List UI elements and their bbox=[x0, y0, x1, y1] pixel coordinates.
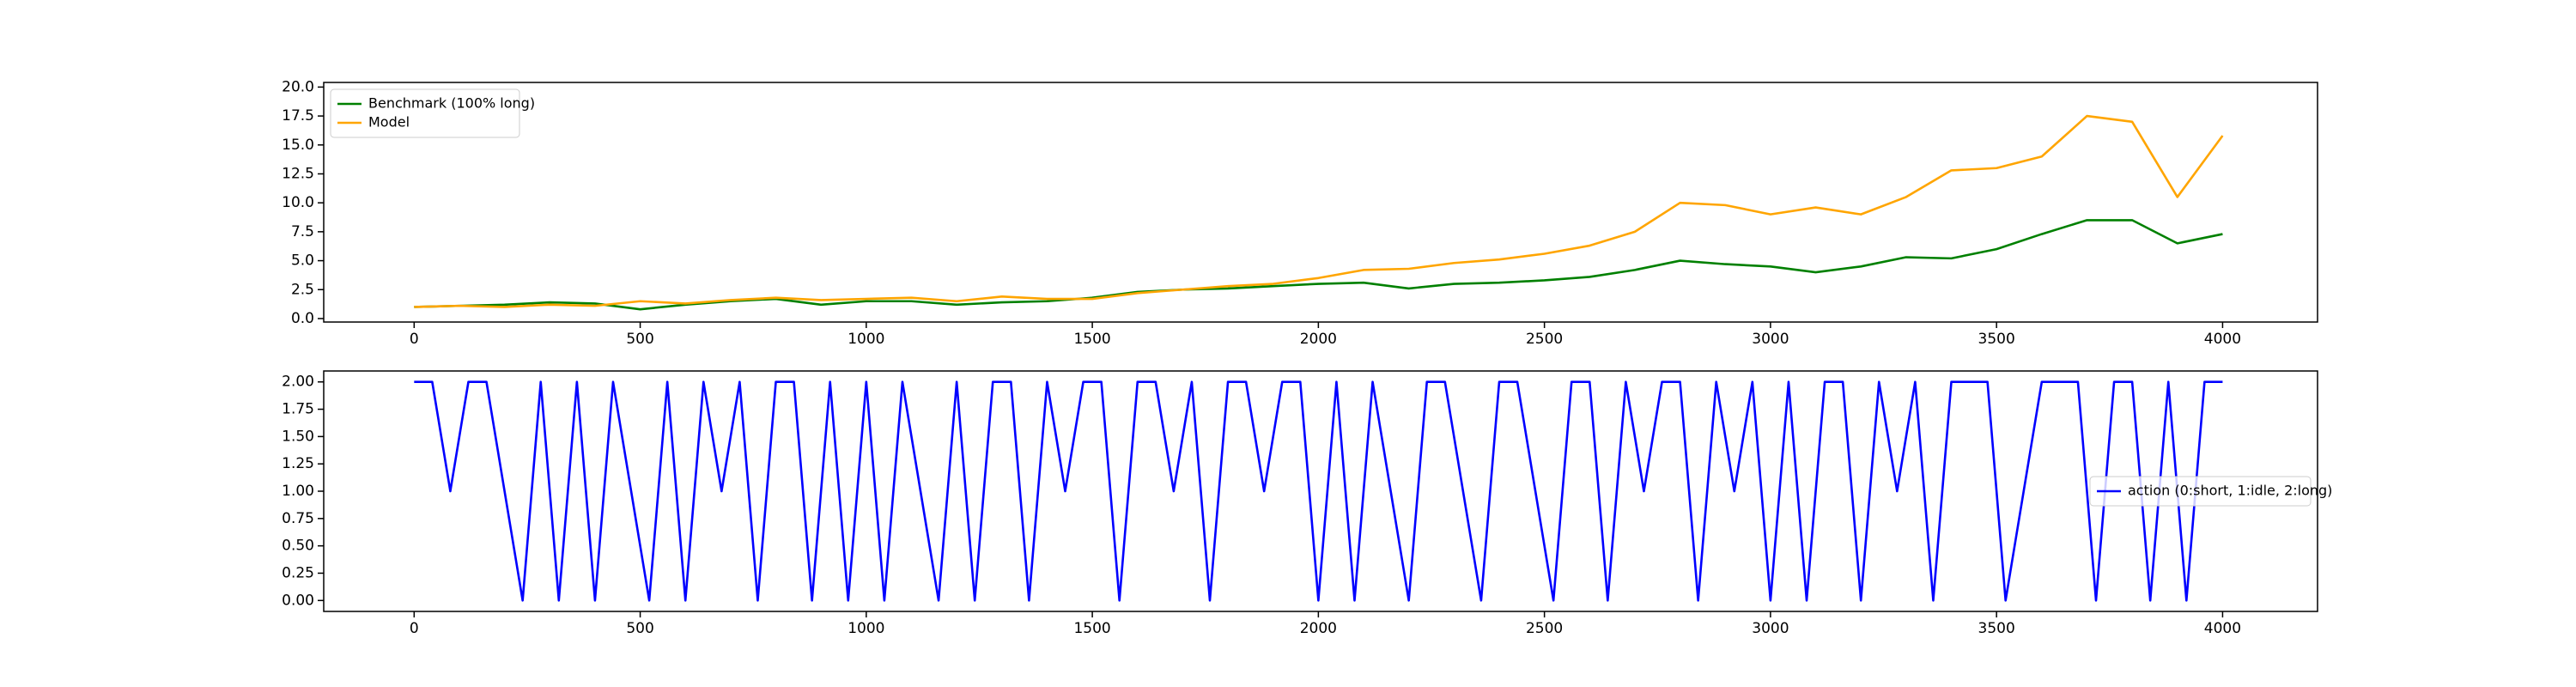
y-tick-label: 0.75 bbox=[282, 510, 314, 527]
legend: action (0:short, 1:idle, 2:long) bbox=[2089, 476, 2332, 507]
series-line bbox=[414, 219, 2223, 311]
plot-area bbox=[324, 82, 2318, 322]
y-tick-label: 0.25 bbox=[282, 564, 314, 581]
x-tick-label: 3000 bbox=[1752, 331, 1789, 348]
x-tick-label: 500 bbox=[626, 331, 653, 348]
legend: Benchmark (100% long) Model bbox=[330, 88, 535, 138]
y-tick-label: 0.0 bbox=[291, 310, 314, 327]
y-tick-label: 1.25 bbox=[282, 455, 314, 472]
legend-box bbox=[330, 88, 520, 138]
y-tick-label: 15.0 bbox=[282, 137, 314, 154]
x-tick-label: 3500 bbox=[1978, 620, 2015, 637]
x-tick-label: 1000 bbox=[848, 331, 884, 348]
subplot: 0 500 1000 1500 2000 2500 3000 3500 4000 0.0 2.5 5.… bbox=[282, 78, 2318, 348]
y-tick-label: 10.0 bbox=[282, 194, 314, 211]
y-tick-label: 17.5 bbox=[282, 107, 314, 125]
x-tick-label: 4000 bbox=[2204, 331, 2241, 348]
y-tick-label: 1.00 bbox=[282, 483, 314, 500]
series-line bbox=[414, 114, 2224, 308]
x-tick-label: 1500 bbox=[1073, 331, 1110, 348]
x-tick-label: 0 bbox=[410, 620, 419, 637]
x-tick-label: 1000 bbox=[848, 620, 884, 637]
x-tick-label: 2500 bbox=[1526, 620, 1563, 637]
y-tick-label: 1.50 bbox=[282, 428, 314, 445]
y-tick-label: 5.0 bbox=[291, 252, 314, 270]
legend-label: Model bbox=[368, 114, 410, 131]
y-tick-label: 2.5 bbox=[291, 281, 314, 298]
x-tick-label: 3000 bbox=[1752, 620, 1789, 637]
x-tick-label: 2000 bbox=[1300, 331, 1337, 348]
legend-label: Benchmark (100% long) bbox=[368, 95, 535, 112]
y-tick-label: 2.00 bbox=[282, 374, 314, 391]
subplot: 0 500 1000 1500 2000 2500 3000 3500 4000 0.00 0.25… bbox=[282, 370, 2332, 637]
x-tick-label: 1500 bbox=[1073, 620, 1110, 637]
x-tick-label: 500 bbox=[626, 620, 653, 637]
legend-label: action (0:short, 1:idle, 2:long) bbox=[2128, 483, 2332, 499]
y-tick-label: 20.0 bbox=[282, 78, 314, 95]
y-tick-label: 0.00 bbox=[282, 592, 314, 609]
x-tick-label: 4000 bbox=[2204, 620, 2241, 637]
series-line bbox=[414, 380, 2223, 602]
axes-frame bbox=[323, 370, 2318, 612]
legend-box bbox=[2089, 476, 2312, 507]
y-tick-label: 12.5 bbox=[282, 165, 314, 182]
x-tick-label: 2000 bbox=[1300, 620, 1337, 637]
x-tick-label: 3500 bbox=[1978, 331, 2015, 348]
y-tick-label: 0.50 bbox=[282, 538, 314, 555]
x-tick-label: 0 bbox=[410, 331, 419, 348]
y-tick-label: 1.75 bbox=[282, 401, 314, 418]
x-tick-label: 2500 bbox=[1526, 331, 1563, 348]
y-tick-label: 7.5 bbox=[291, 223, 314, 240]
axes-frame bbox=[323, 82, 2318, 323]
